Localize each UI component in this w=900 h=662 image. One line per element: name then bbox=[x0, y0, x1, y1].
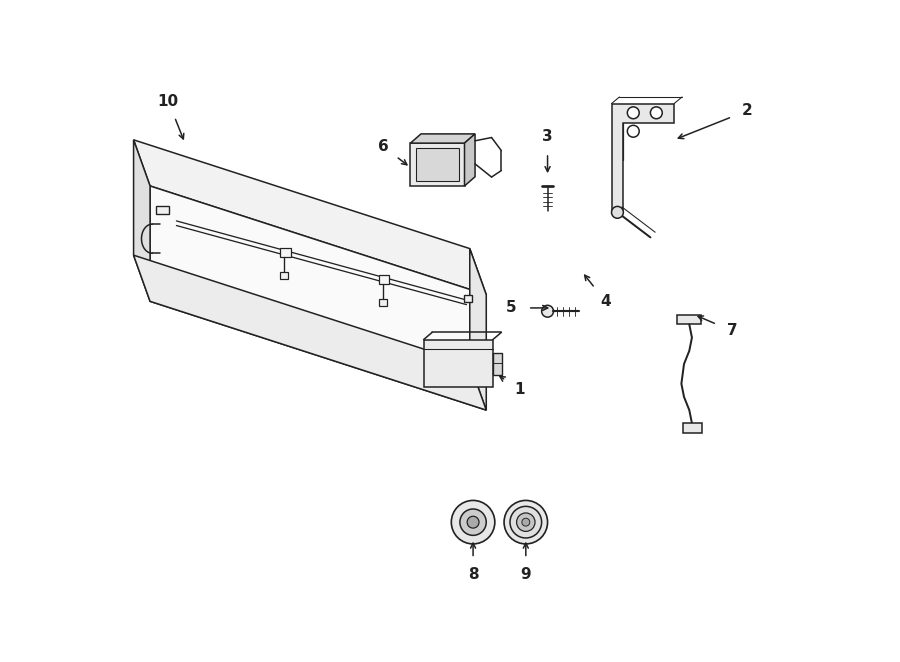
Polygon shape bbox=[493, 353, 502, 375]
Polygon shape bbox=[133, 140, 486, 295]
Polygon shape bbox=[133, 140, 150, 301]
Polygon shape bbox=[133, 255, 486, 410]
Polygon shape bbox=[150, 186, 486, 410]
Text: 2: 2 bbox=[742, 103, 752, 118]
Circle shape bbox=[504, 500, 547, 544]
Circle shape bbox=[542, 305, 554, 317]
Circle shape bbox=[460, 509, 486, 536]
Text: 8: 8 bbox=[468, 567, 479, 583]
Polygon shape bbox=[464, 295, 472, 302]
Polygon shape bbox=[424, 340, 493, 387]
Polygon shape bbox=[280, 248, 291, 257]
Polygon shape bbox=[611, 103, 674, 213]
Text: 5: 5 bbox=[506, 301, 517, 315]
Circle shape bbox=[522, 518, 530, 526]
Polygon shape bbox=[410, 143, 464, 186]
Polygon shape bbox=[683, 423, 703, 433]
Circle shape bbox=[510, 506, 542, 538]
Polygon shape bbox=[410, 134, 475, 143]
Text: 6: 6 bbox=[377, 139, 388, 154]
Circle shape bbox=[517, 513, 535, 532]
Text: 10: 10 bbox=[158, 94, 179, 109]
Polygon shape bbox=[464, 134, 475, 186]
Circle shape bbox=[467, 516, 479, 528]
Text: 4: 4 bbox=[600, 293, 610, 308]
Text: 9: 9 bbox=[520, 567, 531, 583]
Polygon shape bbox=[379, 275, 389, 284]
Polygon shape bbox=[156, 207, 168, 214]
Circle shape bbox=[627, 107, 639, 118]
Circle shape bbox=[611, 207, 624, 218]
Polygon shape bbox=[416, 148, 459, 181]
Polygon shape bbox=[678, 314, 700, 324]
Text: 1: 1 bbox=[515, 382, 525, 397]
Polygon shape bbox=[280, 272, 288, 279]
Text: 3: 3 bbox=[543, 129, 553, 144]
Circle shape bbox=[451, 500, 495, 544]
Polygon shape bbox=[379, 299, 387, 307]
Polygon shape bbox=[470, 249, 486, 410]
Circle shape bbox=[627, 125, 639, 137]
Text: 7: 7 bbox=[727, 324, 737, 338]
Circle shape bbox=[651, 107, 662, 118]
